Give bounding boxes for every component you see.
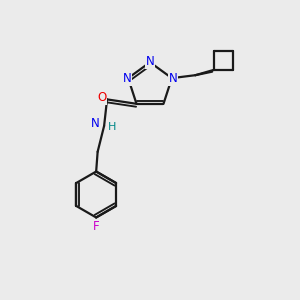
Text: N: N bbox=[169, 72, 177, 85]
Text: H: H bbox=[108, 122, 116, 132]
Text: N: N bbox=[123, 72, 131, 85]
Text: N: N bbox=[146, 55, 154, 68]
Text: O: O bbox=[97, 92, 106, 104]
Text: N: N bbox=[91, 117, 100, 130]
Text: F: F bbox=[93, 220, 100, 233]
